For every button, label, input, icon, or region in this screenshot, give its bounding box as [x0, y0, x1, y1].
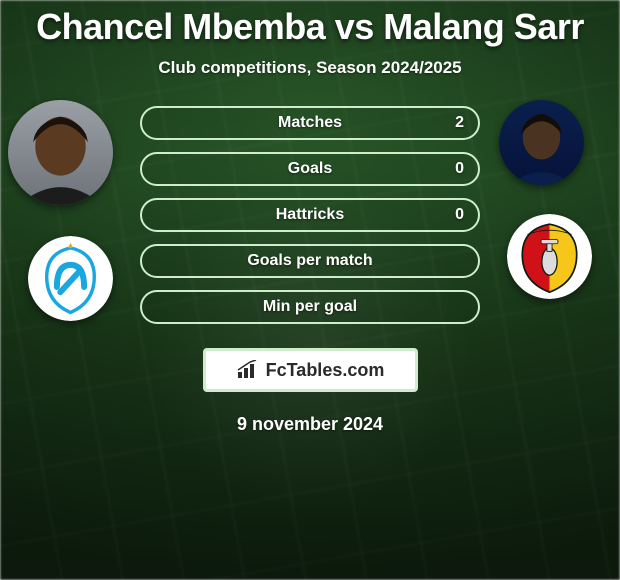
club-right-icon: [507, 214, 592, 299]
date-label: 9 november 2024: [237, 414, 383, 435]
stat-row-min-per-goal: Min per goal: [140, 290, 480, 324]
source-logo: FcTables.com: [203, 348, 418, 392]
stat-row-hattricks: Hattricks 0: [140, 198, 480, 232]
stat-label: Goals per match: [247, 252, 372, 270]
card: Chancel Mbemba vs Malang Sarr Club compe…: [0, 0, 620, 580]
stat-right-value: 2: [455, 114, 464, 132]
stat-label: Goals: [288, 160, 332, 178]
logo-text: FcTables.com: [266, 360, 385, 381]
mid-section: Matches 2 Goals 0 Hattricks 0 Goals per …: [0, 106, 620, 324]
player-right-icon: [499, 100, 584, 185]
player-left-avatar: [8, 100, 113, 205]
stat-rows: Matches 2 Goals 0 Hattricks 0 Goals per …: [140, 106, 480, 324]
subtitle: Club competitions, Season 2024/2025: [158, 58, 461, 78]
club-left-badge: [28, 236, 113, 321]
stat-right-value: 0: [455, 206, 464, 224]
stat-row-goals: Goals 0: [140, 152, 480, 186]
club-right-badge: [507, 214, 592, 299]
bar-chart-icon: [236, 360, 260, 380]
player-left-icon: [8, 100, 113, 205]
stat-row-goals-per-match: Goals per match: [140, 244, 480, 278]
stat-label: Hattricks: [276, 206, 344, 224]
player-right-avatar: [499, 100, 584, 185]
club-left-icon: [28, 236, 113, 321]
stat-right-value: 0: [455, 160, 464, 178]
stat-label: Min per goal: [263, 298, 357, 316]
stat-label: Matches: [278, 114, 342, 132]
page-title: Chancel Mbemba vs Malang Sarr: [36, 6, 584, 48]
stat-row-matches: Matches 2: [140, 106, 480, 140]
